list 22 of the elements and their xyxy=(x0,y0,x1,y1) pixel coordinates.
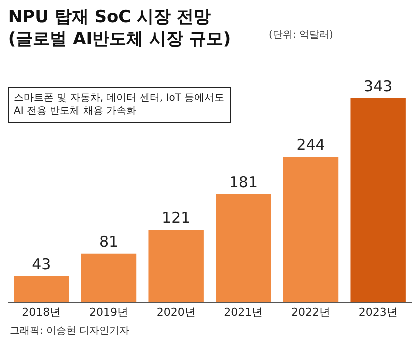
x-tick-label: 2021년 xyxy=(224,306,264,320)
bar xyxy=(14,276,70,302)
data-label: 181 xyxy=(229,174,258,192)
data-label: 43 xyxy=(32,255,52,274)
data-label: 81 xyxy=(99,232,119,251)
x-tick-label: 2023년 xyxy=(358,306,398,320)
data-label: 121 xyxy=(162,209,191,228)
bar xyxy=(81,254,137,302)
chart-subtitle: (단위: 억달러) xyxy=(269,30,334,41)
bar xyxy=(216,194,272,302)
bar xyxy=(283,157,339,302)
x-tick-label: 2022년 xyxy=(292,306,330,320)
data-label: 343 xyxy=(364,77,393,96)
chart-title: NPU 탑재 SoC 시장 전망 (글로벌 AI반도체 시장 규모) xyxy=(8,7,232,50)
x-tick-label: 2018년 xyxy=(22,306,62,320)
x-tick-label: 2020년 xyxy=(156,306,196,320)
annotation: 스마트폰 및 자동차, 데이터 센터, IoT 등에서도 AI 전용 반도체 채용 가속화 xyxy=(14,93,225,117)
data-label: 244 xyxy=(296,136,326,154)
text: 그래픽: 이승현 디자인기자 xyxy=(10,326,130,337)
bar xyxy=(148,230,204,302)
x-tick-label: 2019년 xyxy=(90,306,128,320)
bar xyxy=(350,98,406,302)
